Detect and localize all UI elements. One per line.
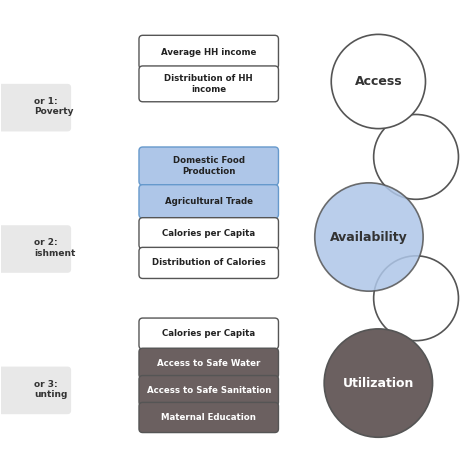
FancyBboxPatch shape [139,66,278,102]
Text: Availability: Availability [330,230,408,244]
Text: Access to Safe Sanitation: Access to Safe Sanitation [146,386,271,395]
Text: Distribution of Calories: Distribution of Calories [152,258,265,267]
Circle shape [315,183,423,291]
Text: or 1:
Poverty: or 1: Poverty [35,97,74,116]
FancyBboxPatch shape [0,225,71,273]
FancyBboxPatch shape [139,375,278,406]
Text: or 3:
unting: or 3: unting [35,380,68,399]
Text: Average HH income: Average HH income [161,47,256,56]
Text: Utilization: Utilization [343,376,414,390]
Text: Agricultural Trade: Agricultural Trade [165,197,253,206]
FancyBboxPatch shape [139,348,278,378]
FancyBboxPatch shape [139,185,278,218]
Circle shape [331,35,426,128]
FancyBboxPatch shape [0,366,71,414]
Text: Domestic Food
Production: Domestic Food Production [173,156,245,176]
FancyBboxPatch shape [139,402,278,433]
Text: Distribution of HH
income: Distribution of HH income [164,74,253,93]
FancyBboxPatch shape [139,36,278,69]
Text: Access: Access [355,75,402,88]
Circle shape [324,329,433,438]
Text: Access to Safe Water: Access to Safe Water [157,359,260,368]
Text: or 2:
ishment: or 2: ishment [35,238,76,257]
FancyBboxPatch shape [139,318,278,349]
Text: Calories per Capita: Calories per Capita [162,229,255,238]
FancyBboxPatch shape [0,84,71,131]
Text: Calories per Capita: Calories per Capita [162,329,255,338]
FancyBboxPatch shape [139,218,278,249]
FancyBboxPatch shape [139,247,278,278]
FancyBboxPatch shape [139,147,278,185]
Text: Maternal Education: Maternal Education [161,413,256,422]
